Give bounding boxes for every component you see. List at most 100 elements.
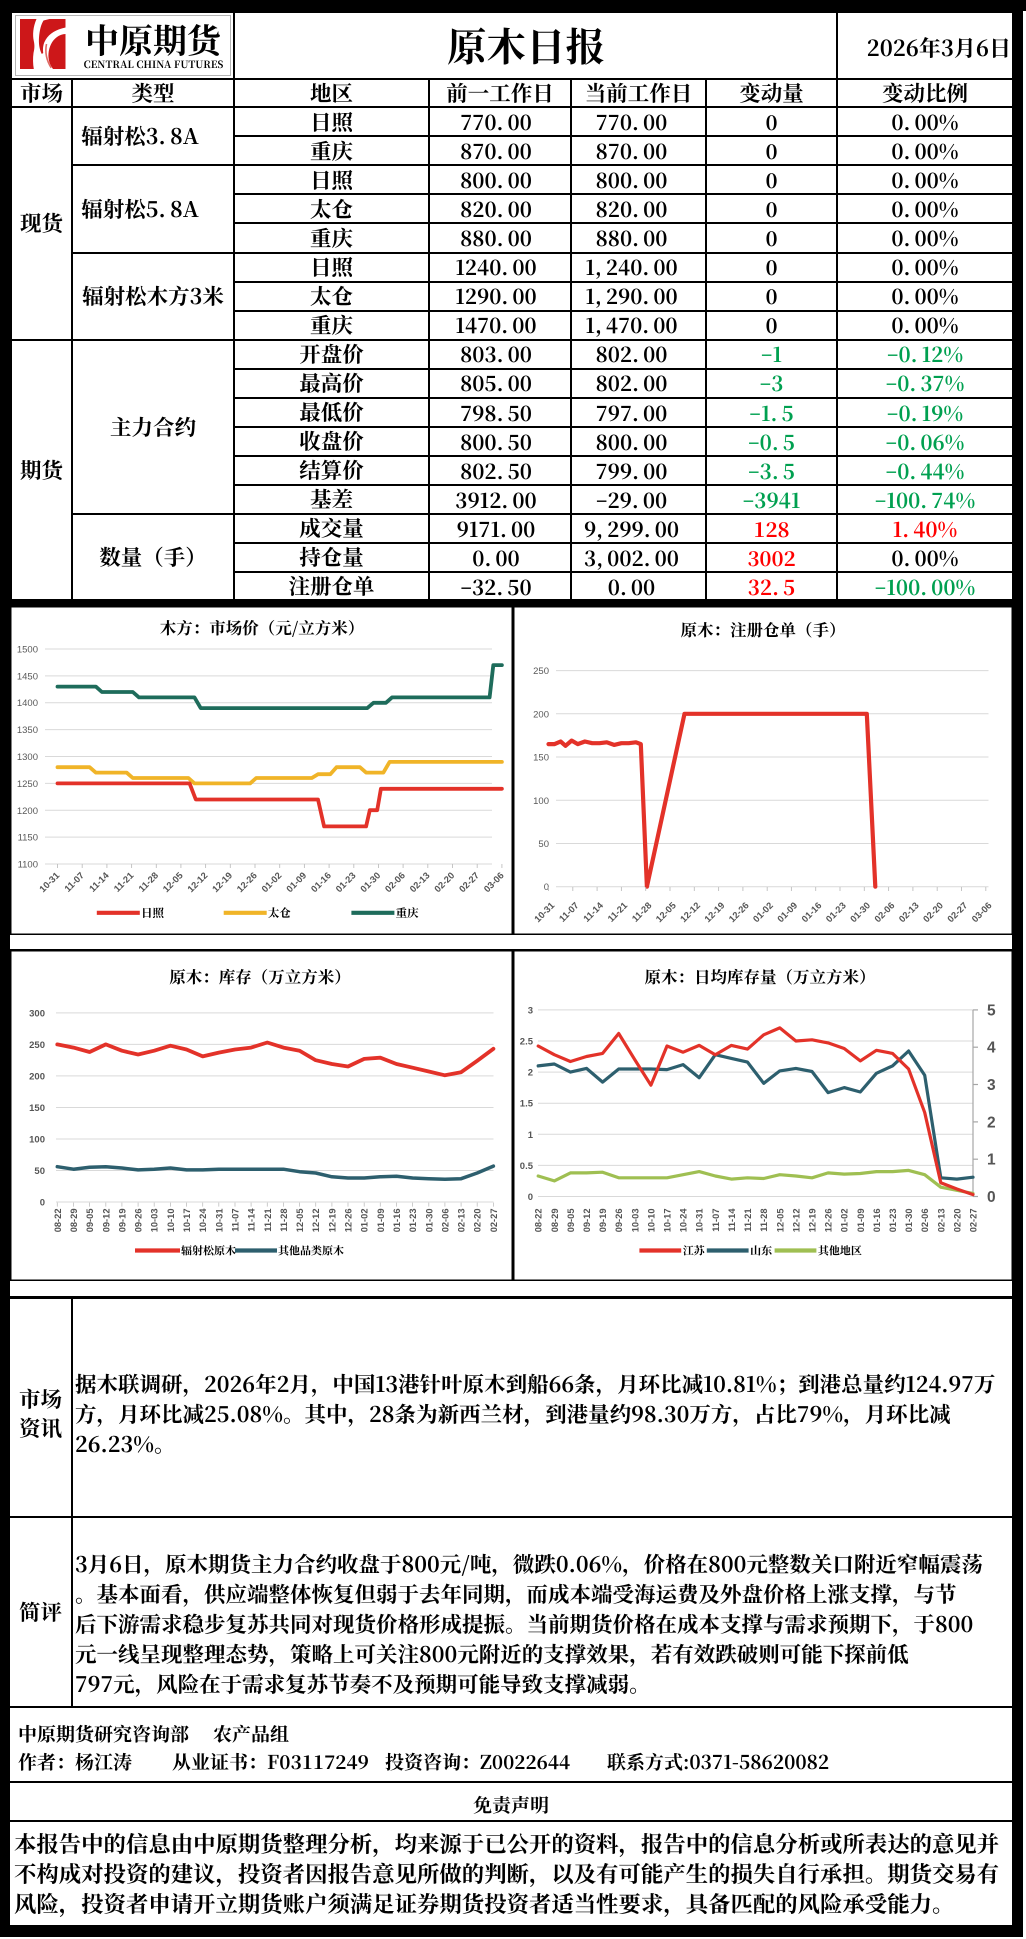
svg-text:01-16: 01-16 (871, 1208, 881, 1232)
svg-text:09-26: 09-26 (614, 1208, 624, 1232)
svg-text:1: 1 (987, 1151, 996, 1168)
svg-text:02-27: 02-27 (968, 1208, 978, 1232)
svg-text:12-19: 12-19 (327, 1208, 337, 1232)
svg-text:12-12: 12-12 (791, 1208, 801, 1232)
svg-text:10-03: 10-03 (630, 1208, 640, 1232)
svg-text:250: 250 (29, 1039, 45, 1050)
svg-text:01-23: 01-23 (888, 1208, 898, 1232)
svg-text:10-31: 10-31 (214, 1208, 224, 1232)
svg-text:200: 200 (533, 709, 549, 720)
svg-text:原木：日均库存量（万立方米）: 原木：日均库存量（万立方米） (644, 964, 875, 988)
svg-text:01-30: 01-30 (904, 1208, 914, 1232)
svg-text:山东: 山东 (750, 1242, 773, 1258)
svg-text:0.5: 0.5 (519, 1160, 533, 1171)
svg-text:11-21: 11-21 (743, 1208, 753, 1231)
svg-text:02-27: 02-27 (489, 1208, 499, 1232)
svg-text:10-31: 10-31 (694, 1208, 704, 1232)
svg-text:200: 200 (29, 1071, 45, 1082)
svg-text:01-09: 01-09 (376, 1208, 386, 1232)
svg-text:1200: 1200 (17, 806, 38, 817)
svg-text:02-20: 02-20 (952, 1208, 962, 1232)
svg-text:11-28: 11-28 (279, 1208, 289, 1231)
svg-text:150: 150 (29, 1103, 45, 1114)
svg-text:09-05: 09-05 (565, 1208, 575, 1232)
svg-text:1300: 1300 (17, 752, 38, 763)
svg-text:09-05: 09-05 (85, 1208, 95, 1232)
svg-text:11-14: 11-14 (247, 1207, 257, 1231)
svg-text:50: 50 (538, 839, 549, 850)
svg-text:12-26: 12-26 (344, 1208, 354, 1232)
svg-text:100: 100 (533, 796, 549, 807)
svg-text:0: 0 (527, 1192, 532, 1203)
svg-text:原木：库存（万立方米）: 原木：库存（万立方米） (169, 964, 351, 988)
svg-text:300: 300 (29, 1008, 45, 1019)
svg-text:重庆: 重庆 (396, 905, 419, 921)
svg-text:09-19: 09-19 (117, 1208, 127, 1232)
svg-text:2: 2 (527, 1067, 532, 1078)
svg-text:5: 5 (987, 1002, 996, 1019)
svg-text:木方：市场价（元/立方米）: 木方：市场价（元/立方米） (160, 615, 365, 639)
svg-text:其他地区: 其他地区 (817, 1242, 861, 1258)
svg-text:1100: 1100 (18, 860, 38, 871)
svg-text:2: 2 (987, 1114, 996, 1131)
svg-text:1250: 1250 (17, 779, 38, 790)
svg-text:10-24: 10-24 (678, 1207, 688, 1232)
svg-text:12-26: 12-26 (823, 1208, 833, 1232)
svg-text:50: 50 (34, 1166, 45, 1177)
svg-text:太仓: 太仓 (268, 905, 291, 921)
svg-text:02-13: 02-13 (936, 1208, 946, 1232)
svg-text:12-12: 12-12 (311, 1208, 321, 1232)
svg-text:0: 0 (987, 1189, 996, 1206)
svg-text:01-02: 01-02 (360, 1208, 370, 1232)
svg-text:11-07: 11-07 (231, 1208, 241, 1231)
svg-text:4: 4 (987, 1039, 996, 1056)
svg-text:02-13: 02-13 (457, 1208, 467, 1232)
svg-text:江苏: 江苏 (682, 1242, 705, 1258)
svg-text:11-21: 11-21 (263, 1208, 273, 1231)
svg-text:10-03: 10-03 (150, 1208, 160, 1232)
svg-text:150: 150 (533, 753, 549, 764)
svg-text:11-07: 11-07 (710, 1208, 720, 1231)
svg-text:1350: 1350 (17, 725, 38, 736)
svg-text:辐射松原木: 辐射松原木 (181, 1242, 236, 1258)
svg-text:1400: 1400 (17, 698, 38, 709)
svg-text:08-29: 08-29 (549, 1208, 559, 1232)
svg-text:12-05: 12-05 (295, 1208, 305, 1232)
svg-text:日照: 日照 (141, 905, 165, 921)
svg-text:12-19: 12-19 (807, 1208, 817, 1232)
svg-text:10-17: 10-17 (182, 1208, 192, 1232)
svg-text:02-20: 02-20 (473, 1208, 483, 1232)
svg-text:1.5: 1.5 (519, 1098, 533, 1109)
svg-text:11-28: 11-28 (759, 1208, 769, 1231)
svg-text:08-22: 08-22 (533, 1208, 543, 1232)
svg-text:原木：注册仓单（手）: 原木：注册仓单（手） (680, 617, 845, 641)
svg-text:08-22: 08-22 (53, 1208, 63, 1232)
svg-text:2.5: 2.5 (519, 1036, 533, 1047)
svg-text:0: 0 (40, 1197, 45, 1208)
svg-text:其他品类原木: 其他品类原木 (278, 1242, 344, 1258)
svg-text:10-24: 10-24 (198, 1207, 208, 1232)
svg-text:250: 250 (533, 666, 549, 677)
svg-text:1450: 1450 (17, 671, 38, 682)
svg-text:12-05: 12-05 (775, 1208, 785, 1232)
svg-text:01-30: 01-30 (424, 1208, 434, 1232)
svg-text:01-09: 01-09 (855, 1208, 865, 1232)
svg-text:3: 3 (527, 1005, 532, 1016)
svg-text:09-26: 09-26 (134, 1208, 144, 1232)
svg-text:01-16: 01-16 (392, 1208, 402, 1232)
svg-text:1150: 1150 (18, 833, 38, 844)
svg-text:1500: 1500 (17, 645, 38, 656)
svg-text:10-17: 10-17 (662, 1208, 672, 1232)
svg-text:3: 3 (987, 1077, 996, 1094)
svg-text:10-10: 10-10 (166, 1208, 176, 1232)
svg-text:1: 1 (527, 1129, 533, 1140)
svg-text:02-06: 02-06 (440, 1208, 450, 1232)
svg-text:09-19: 09-19 (598, 1208, 608, 1232)
svg-text:08-29: 08-29 (69, 1208, 79, 1232)
svg-text:02-06: 02-06 (920, 1208, 930, 1232)
svg-text:01-02: 01-02 (839, 1208, 849, 1232)
svg-text:11-14: 11-14 (726, 1207, 736, 1231)
svg-text:0: 0 (543, 882, 548, 893)
svg-text:100: 100 (29, 1134, 45, 1145)
svg-text:09-12: 09-12 (101, 1208, 111, 1232)
